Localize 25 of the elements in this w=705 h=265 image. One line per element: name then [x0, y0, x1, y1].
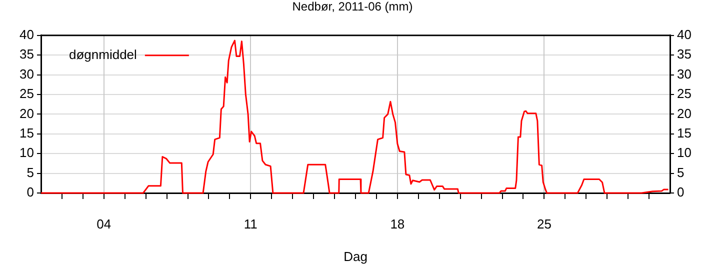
- y-tick-label: 5: [26, 164, 34, 180]
- y2-tick-label: 5: [677, 164, 684, 180]
- x-tick-label: 11: [244, 216, 258, 232]
- y-tick-label: 25: [20, 86, 34, 102]
- y2-tick-label: 35: [677, 46, 692, 62]
- x-tick-label: 18: [390, 216, 405, 232]
- x-axis-title: Dag: [344, 248, 368, 264]
- y-tick-label: 40: [20, 26, 34, 42]
- y2-tick-label: 10: [677, 145, 692, 160]
- y-tick-label: 10: [20, 145, 34, 160]
- y-tick-label: 0: [26, 184, 34, 200]
- y-tick-label: 20: [20, 106, 34, 121]
- y-tick-label: 15: [20, 125, 34, 140]
- y2-tick-label: 25: [677, 86, 692, 102]
- y2-tick-label: 15: [677, 125, 692, 140]
- x-tick-label: 04: [96, 216, 112, 232]
- y-tick-label: 35: [20, 46, 34, 62]
- legend-label: døgnmiddel: [69, 46, 138, 62]
- y2-tick-label: 20: [677, 106, 692, 121]
- chart-title: Nedbør, 2011-06 (mm): [292, 0, 413, 14]
- y2-tick-label: 30: [677, 66, 692, 82]
- y2-tick-label: 40: [677, 26, 692, 42]
- y-tick-label: 30: [20, 66, 34, 82]
- x-tick-label: 25: [536, 216, 552, 232]
- y2-tick-label: 0: [677, 184, 684, 200]
